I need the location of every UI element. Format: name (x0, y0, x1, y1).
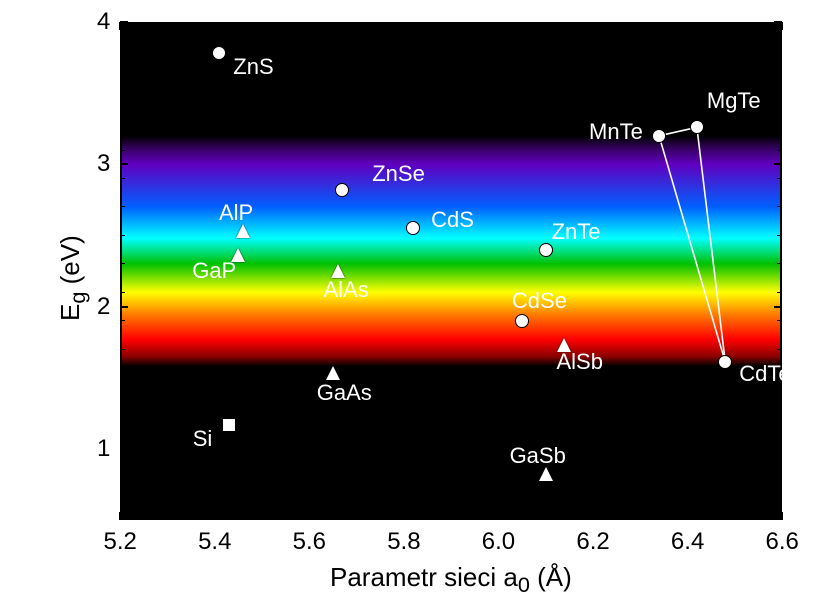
x-tick-label: 6.0 (482, 528, 515, 556)
data-label-cdte: CdTe (739, 361, 790, 387)
xlabel-sub: 0 (518, 572, 530, 597)
x-axis-label: Parametr sieci a0 (Å) (330, 562, 572, 598)
y-tick-label: 2 (97, 293, 110, 321)
data-label-cds: CdS (431, 207, 474, 233)
data-label-alas: AlAs (324, 277, 369, 303)
x-tick-label: 6.4 (671, 528, 704, 556)
data-label-mnte: MnTe (589, 119, 643, 145)
x-tick-label: 5.2 (104, 528, 137, 556)
data-label-znse: ZnSe (372, 161, 425, 187)
data-point-gasb (539, 467, 553, 481)
xlabel-text: Parametr sieci a (330, 562, 518, 592)
ylabel-unit: (eV) (55, 235, 85, 291)
ylabel-pre: E (55, 304, 85, 321)
data-point-mnte (652, 129, 666, 143)
x-tick-label: 6.6 (766, 528, 799, 556)
data-label-znte: ZnTe (552, 219, 601, 245)
x-tick-label: 5.6 (293, 528, 326, 556)
x-tick-label: 5.4 (198, 528, 231, 556)
y-tick-label: 3 (97, 150, 110, 178)
data-label-gasb: GaSb (510, 443, 566, 469)
y-axis-label: Eg (eV) (55, 235, 91, 321)
connection-line (697, 127, 725, 362)
data-label-zns: ZnS (233, 54, 273, 80)
y-tick-label: 1 (97, 435, 110, 463)
data-label-cdse: CdSe (512, 288, 567, 314)
data-label-si: Si (193, 426, 213, 452)
chart-container: { "chart": { "type": "scatter", "backgro… (0, 0, 836, 605)
data-label-gaas: GaAs (317, 380, 372, 406)
data-point-alp (236, 224, 250, 238)
connection-line (659, 136, 725, 362)
x-tick-label: 6.2 (576, 528, 609, 556)
x-tick-label: 5.8 (387, 528, 420, 556)
data-point-si (222, 418, 236, 432)
data-point-alas (331, 264, 345, 278)
xlabel-unit: (Å) (530, 562, 572, 592)
data-label-gap: GaP (192, 258, 236, 284)
data-point-gaas (326, 366, 340, 380)
y-tick-label: 4 (97, 8, 110, 36)
data-label-alsb: AlSb (556, 349, 602, 375)
data-label-alp: AlP (219, 200, 253, 226)
data-label-mgte: MgTe (707, 88, 761, 114)
data-point-cdse (515, 314, 529, 328)
ylabel-sub: g (65, 292, 90, 304)
data-point-znte (539, 243, 553, 257)
